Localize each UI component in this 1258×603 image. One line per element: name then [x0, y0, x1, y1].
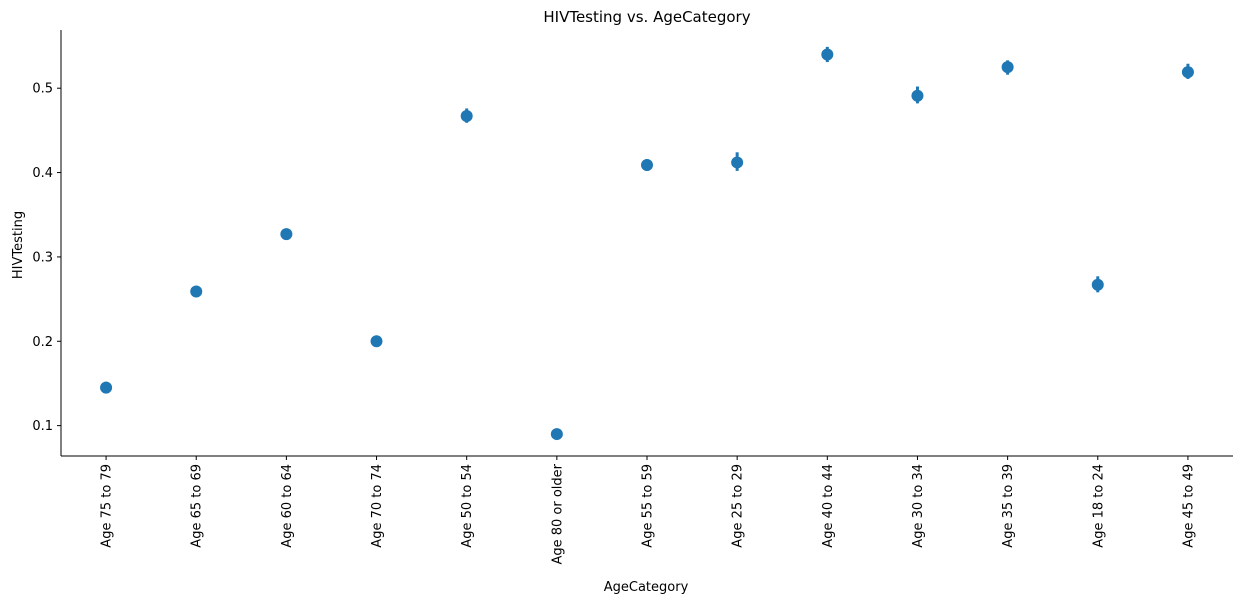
x-axis-label: AgeCategory	[604, 580, 689, 595]
y-axis-label: HIVTesting	[11, 211, 26, 279]
data-point	[1091, 278, 1104, 291]
y-tick-label: 0.2	[32, 335, 53, 350]
chart-title: HIVTesting vs. AgeCategory	[543, 8, 750, 26]
plot-area	[100, 46, 1194, 441]
data-point	[460, 110, 473, 123]
x-tick-label: Age 18 to 24	[1091, 464, 1106, 548]
x-tick-label: Age 60 to 64	[280, 464, 295, 548]
x-tick-label: Age 45 to 49	[1181, 464, 1196, 548]
data-point	[821, 48, 834, 61]
data-point	[641, 158, 653, 171]
y-tick-label: 0.1	[32, 419, 53, 434]
x-tick-label: Age 25 to 29	[731, 464, 746, 548]
x-tick-label: Age 55 to 59	[641, 464, 656, 548]
x-tick-label: Age 50 to 54	[460, 464, 475, 548]
x-tick-label: Age 80 or older	[550, 463, 565, 564]
x-tick-label: Age 70 to 74	[370, 464, 385, 548]
data-point	[911, 89, 924, 102]
x-tick-label: Age 65 to 69	[190, 464, 205, 548]
x-tick-label: Age 75 to 79	[100, 464, 115, 548]
data-point	[370, 335, 383, 348]
y-tick-label: 0.5	[32, 82, 53, 97]
data-point	[1001, 61, 1014, 74]
x-tick-label: Age 35 to 39	[1001, 464, 1016, 548]
y-tick-label: 0.3	[32, 250, 53, 265]
x-tick-label: Age 30 to 34	[911, 464, 926, 548]
data-point	[100, 381, 113, 394]
data-point	[190, 285, 203, 298]
data-point	[1181, 66, 1194, 79]
data-point	[550, 428, 563, 441]
data-point	[731, 156, 744, 169]
data-point	[280, 228, 293, 241]
y-tick-label: 0.4	[32, 166, 53, 181]
x-tick-label: Age 40 to 44	[821, 464, 836, 548]
